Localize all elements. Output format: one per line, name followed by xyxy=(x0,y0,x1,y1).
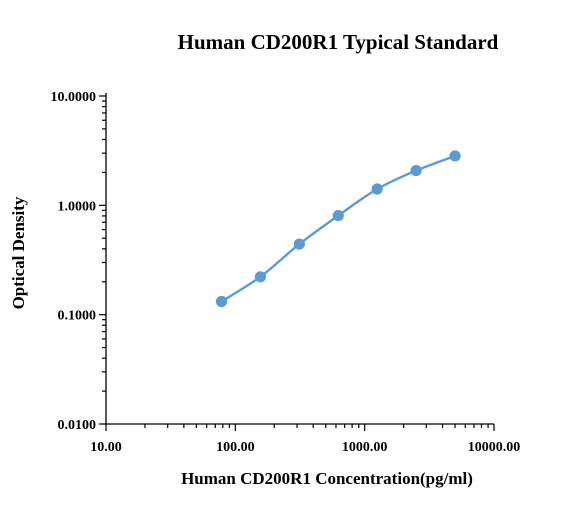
data-point xyxy=(371,183,383,195)
x-ticks: 10.00 100.00 1000.00 10000.00 xyxy=(90,424,520,455)
x-axis-label: Human CD200R1 Concentration(pg/ml) xyxy=(181,469,473,488)
y-tick-label: 1.0000 xyxy=(58,199,97,214)
y-axis-label: Optical Density xyxy=(9,196,28,309)
data-point xyxy=(254,271,267,283)
data-point xyxy=(332,209,344,222)
data-point xyxy=(410,164,422,177)
x-tick-label: 10.00 xyxy=(90,440,122,455)
y-ticks: 0.0100 0.1000 1.0000 10.0000 xyxy=(51,90,106,433)
y-tick-label: 0.0100 xyxy=(58,418,97,433)
x-tick-label: 1000.00 xyxy=(342,440,388,455)
x-tick-label: 10000.00 xyxy=(468,440,521,455)
x-tick-label: 100.00 xyxy=(216,440,255,455)
axes xyxy=(105,93,494,425)
data-point xyxy=(215,295,228,308)
y-tick-label: 0.1000 xyxy=(58,309,97,324)
y-tick-label: 10.0000 xyxy=(51,90,97,105)
chart-title: Human CD200R1 Typical Standard xyxy=(178,30,499,54)
data-point xyxy=(293,238,305,250)
data-markers xyxy=(215,150,461,308)
data-point xyxy=(449,150,461,162)
